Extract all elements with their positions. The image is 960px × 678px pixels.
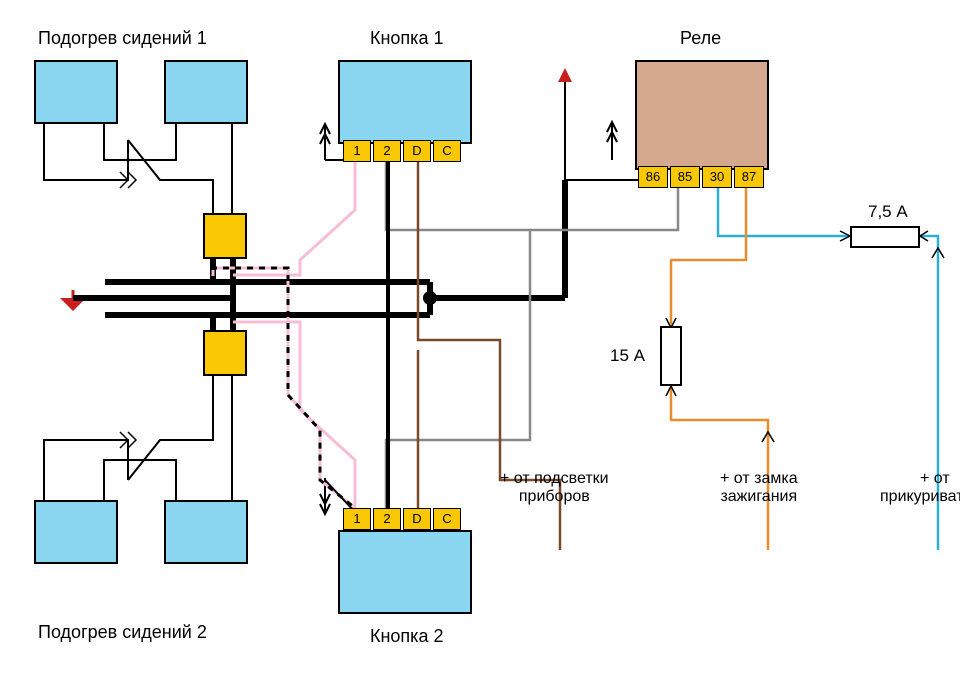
ground-relay-side	[607, 122, 617, 160]
relay-box	[635, 60, 769, 170]
btn2-pin-D: D	[403, 508, 431, 530]
label-src-lighter: + от прикуривателя	[880, 470, 960, 506]
btn2-pin-1: 1	[343, 508, 371, 530]
btn2-pin-2: 2	[373, 508, 401, 530]
label-button2: Кнопка 2	[370, 626, 443, 647]
label-seat1: Подогрев сидений 1	[38, 28, 207, 49]
btn2-pin-C: C	[433, 508, 461, 530]
seat2-element-a	[34, 500, 118, 564]
btn1-pin-C: C	[433, 140, 461, 162]
label-src-ign: + от замка зажигания	[720, 470, 798, 506]
btn1-pin-2: 2	[373, 140, 401, 162]
seat1-element-a	[34, 60, 118, 124]
label-fuse75: 7,5 А	[868, 202, 908, 222]
btn1-pin-D: D	[403, 140, 431, 162]
label-fuse15: 15 А	[610, 346, 645, 366]
btn1-pin-1: 1	[343, 140, 371, 162]
relay-pin-87: 87	[734, 166, 764, 188]
fuse-7-5A	[850, 226, 920, 248]
label-seat2: Подогрев сидений 2	[38, 622, 207, 643]
ground-btn1	[320, 124, 330, 160]
relay-pin-86: 86	[638, 166, 668, 188]
relay-pin-30: 30	[702, 166, 732, 188]
label-relay: Реле	[680, 28, 721, 49]
relay-pin-85: 85	[670, 166, 700, 188]
button1-box	[338, 60, 472, 144]
wiring-diagram	[0, 0, 960, 678]
ground-relay-top	[558, 68, 572, 180]
fuse-15A	[660, 326, 682, 386]
label-button1: Кнопка 1	[370, 28, 443, 49]
label-src-dash: + от подсветки приборов	[500, 470, 609, 506]
seat2-element-b	[164, 500, 248, 564]
seat1-element-b	[164, 60, 248, 124]
coupler-2	[203, 330, 247, 376]
coupler-1	[203, 213, 247, 259]
ground-left	[60, 290, 105, 311]
button2-box	[338, 530, 472, 614]
